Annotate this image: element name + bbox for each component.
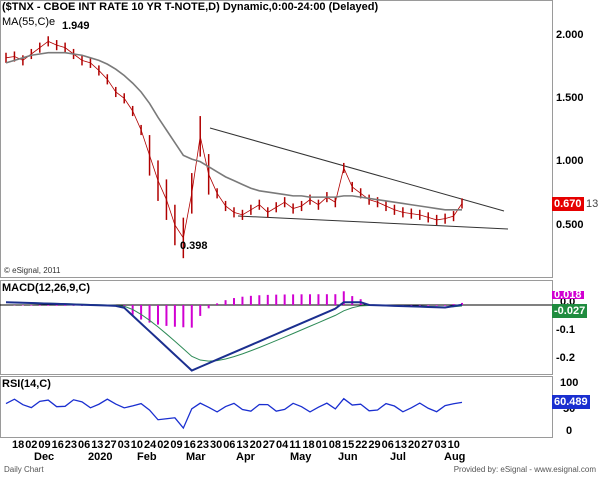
macd-value: 0.018: [554, 291, 582, 299]
x-axis-day-tick: 29: [368, 439, 381, 451]
ma-legend: MA(55,C)e: [2, 16, 56, 28]
footer-left: Daily Chart: [4, 465, 44, 474]
x-axis-month-tick: May: [290, 451, 312, 463]
lower-trendline: [237, 215, 509, 230]
x-axis[interactable]: 18 02 09 16 23 06 13 27 03 10 24 02 09 16 23 30 06 13 20 27…: [0, 438, 552, 466]
signal-value: -0.027: [554, 305, 586, 317]
x-axis-day-tick: 23: [196, 439, 210, 451]
price-panel[interactable]: [0, 0, 552, 278]
x-axis-day-tick: 06: [78, 439, 91, 451]
ma-line: [5, 51, 462, 211]
last-price-tag: 0.670: [552, 197, 584, 211]
x-axis-day-tick: 08: [328, 439, 342, 451]
x-axis-month-tick: Dec: [34, 451, 55, 463]
price-panel-title: ($TNX - CBOE INT RATE 10 YR T-NOTE,D) Dy…: [2, 1, 379, 13]
x-axis-day-tick: 30: [210, 439, 223, 451]
rsi-series: [5, 397, 463, 430]
x-axis-day-tick: 24: [144, 439, 157, 451]
x-axis-day-tick: 02: [25, 439, 38, 451]
x-axis-day-tick: 20: [249, 439, 262, 451]
footer-right: Provided by: eSignal - www.esignal.com: [453, 465, 596, 474]
x-axis-month-tick: Mar: [186, 451, 206, 463]
rsi-frame: [0, 376, 553, 438]
x-axis-day-tick: 09: [170, 439, 183, 451]
x-axis-day-ticks: 18 02 09 16 23 06 13 27 03 10 24 02 09 16 23 30 06 13 20 27…: [0, 439, 552, 453]
macd-line: [5, 301, 463, 372]
x-axis-day-tick: 03: [117, 439, 130, 451]
macd-panel-title: MACD(12,26,9,C): [2, 282, 91, 294]
x-axis-day-tick: 01: [315, 439, 328, 451]
rsi-panel-title: RSI(14,C): [2, 378, 51, 390]
price-line: [5, 40, 463, 239]
ma-series: [5, 51, 462, 211]
last-price-suffix: 13: [586, 198, 599, 210]
x-axis-month-tick: Apr: [236, 451, 255, 463]
x-axis-day-tick: 16: [51, 439, 64, 451]
x-axis-day-tick: 04: [276, 439, 289, 451]
price-ytick-0500: 0.500: [556, 219, 584, 231]
macd-value-tag: 0.018: [552, 291, 584, 299]
upper-trendline: [209, 127, 505, 212]
x-axis-day-tick: 10: [130, 439, 144, 451]
rsi-line: [5, 397, 463, 430]
x-axis-day-tick: 13: [394, 439, 408, 451]
x-axis-day-tick: 27: [421, 439, 434, 451]
x-axis-month-tick: Feb: [137, 451, 157, 463]
x-axis-day-tick: 16: [183, 439, 196, 451]
x-axis-day-tick: 23: [64, 439, 78, 451]
macd-ytick-m02: -0.2: [556, 352, 575, 364]
x-axis-day-tick: 02: [157, 439, 170, 451]
x-axis-day-tick: 10: [447, 439, 460, 451]
signal-value-tag: -0.027: [552, 304, 588, 318]
price-y-scale[interactable]: [552, 0, 600, 278]
x-axis-day-tick: 13: [91, 439, 104, 451]
x-axis-day-tick: 09: [38, 439, 51, 451]
price-frame: [0, 0, 553, 278]
rsi-ytick-100: 100: [560, 377, 579, 389]
price-ytick-1500: 1.500: [556, 92, 584, 104]
macd-ytick-m01: -0.1: [556, 324, 575, 336]
x-axis-month-ticks: Dec 2020 Feb Mar Apr May Jun Jul Aug: [0, 451, 552, 465]
low-label: 0.398: [180, 240, 208, 252]
price-series: [5, 36, 463, 259]
price-ytick-2000: 2.000: [556, 29, 584, 41]
price-ytick-1000: 1.000: [556, 155, 584, 167]
high-label: 1.949: [62, 20, 90, 32]
x-axis-month-tick: Aug: [444, 451, 466, 463]
macd-histogram: [13, 291, 463, 328]
x-axis-month-tick: Jul: [390, 451, 406, 463]
x-axis-month-tick: Jun: [338, 451, 358, 463]
x-axis-day-tick: 11: [289, 439, 301, 451]
x-axis-day-tick: 27: [104, 439, 117, 451]
x-axis-day-tick: 22: [355, 439, 368, 451]
rsi-value-tag: 60.489: [552, 395, 590, 409]
x-axis-day-tick: 06: [223, 439, 236, 451]
x-axis-day-tick: 06: [381, 439, 394, 451]
x-axis-day-tick: 18: [302, 439, 315, 451]
x-axis-month-tick: 2020: [88, 451, 113, 463]
x-axis-day-tick: 15: [342, 439, 355, 451]
last-price-value: 0.670: [554, 198, 582, 210]
rsi-value: 60.489: [554, 396, 588, 408]
x-axis-day-tick: 03: [434, 439, 447, 451]
x-axis-day-tick: 13: [236, 439, 249, 451]
copyright-label: © eSignal, 2011: [4, 266, 61, 275]
x-axis-day-tick: 20: [408, 439, 421, 451]
rsi-ytick-0: 0: [566, 425, 573, 437]
macd-frame: [0, 280, 553, 375]
x-axis-day-tick: 27: [262, 439, 276, 451]
x-axis-day-tick: 18: [12, 439, 25, 451]
macd-lines: [5, 301, 463, 372]
